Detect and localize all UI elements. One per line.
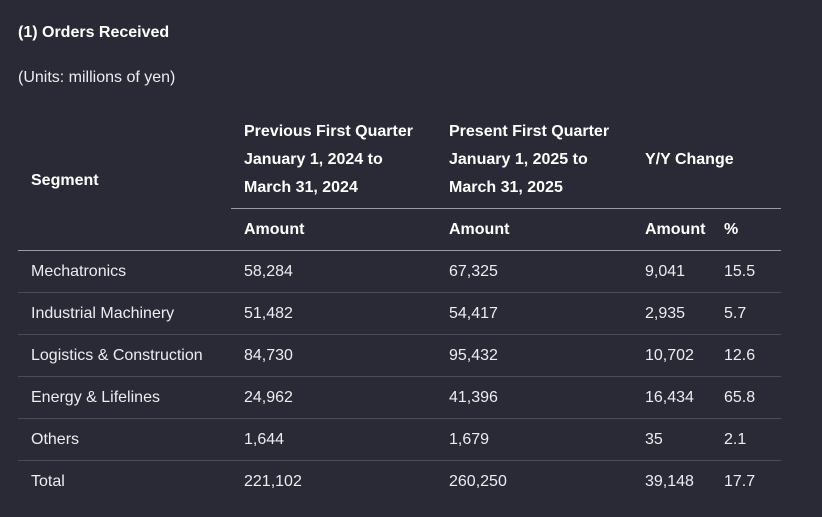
table-row: Others 1,644 1,679 35 2.1 <box>18 418 781 461</box>
table-row: Mechatronics 58,284 67,325 9,041 15.5 <box>18 250 781 293</box>
table-row: Logistics & Construction 84,730 95,432 1… <box>18 334 781 377</box>
header-row-subheaders: Amount Amount Amount % <box>18 208 781 251</box>
header-segment: Segment <box>18 112 231 251</box>
previous-amount: 1,644 <box>231 418 436 461</box>
present-amount: 67,325 <box>436 250 632 293</box>
yoy-percent: 17.7 <box>724 472 756 490</box>
yoy-amount: 2,935 <box>632 292 724 335</box>
header-present-line3: March 31, 2025 <box>449 179 563 196</box>
header-present-period: Present First Quarter January 1, 2025 to… <box>436 112 632 209</box>
subheader-yoy-percent: % <box>724 208 781 251</box>
previous-amount: 84,730 <box>231 334 436 377</box>
header-row-periods: Segment Previous First Quarter January 1… <box>18 112 781 251</box>
yoy-percent: 2.1 <box>724 418 781 461</box>
segment-name: Industrial Machinery <box>18 292 231 335</box>
segment-name: Others <box>18 418 231 461</box>
segment-name: Mechatronics <box>18 250 231 293</box>
yoy-amount: 16,434 <box>632 376 724 419</box>
header-present-line1: Present First Quarter <box>449 123 610 140</box>
header-previous-line3: March 31, 2024 <box>244 179 358 196</box>
yoy-percent: 5.7 <box>724 292 781 335</box>
table-row: Energy & Lifelines 24,962 41,396 16,434 … <box>18 376 781 419</box>
orders-table: Segment Previous First Quarter January 1… <box>18 112 781 502</box>
present-amount: 95,432 <box>436 334 632 377</box>
subheader-yoy-amount: Amount <box>632 208 724 251</box>
yoy-amount: 9,041 <box>632 250 724 293</box>
header-previous-line1: Previous First Quarter <box>244 123 413 140</box>
previous-amount: 24,962 <box>231 376 436 419</box>
header-present-line2: January 1, 2025 to <box>449 151 588 168</box>
subheader-previous-amount: Amount <box>231 208 436 251</box>
previous-amount: 221,102 <box>244 472 302 490</box>
section-title: (1) Orders Received <box>18 24 170 41</box>
yoy-amount: 10,702 <box>632 334 724 377</box>
previous-amount: 58,284 <box>231 250 436 293</box>
yoy-percent: 65.8 <box>724 376 781 419</box>
yoy-percent: 15.5 <box>724 250 781 293</box>
units-note: (Units: millions of yen) <box>18 69 176 86</box>
present-amount: 260,250 <box>449 472 507 490</box>
header-previous-line2: January 1, 2024 to <box>244 151 383 168</box>
segment-name: Logistics & Construction <box>18 334 231 377</box>
subheader-present-amount: Amount <box>436 208 632 251</box>
yoy-amount: 39,148 <box>645 472 694 490</box>
segment-name: Total <box>31 472 65 490</box>
present-amount: 41,396 <box>436 376 632 419</box>
yoy-percent: 12.6 <box>724 334 781 377</box>
header-yoy-change: Y/Y Change <box>632 112 781 209</box>
present-amount: 54,417 <box>436 292 632 335</box>
header-previous-period: Previous First Quarter January 1, 2024 t… <box>231 112 436 209</box>
table-row: Industrial Machinery 51,482 54,417 2,935… <box>18 292 781 335</box>
present-amount: 1,679 <box>436 418 632 461</box>
table-row-total: Total 221,102 260,250 39,148 17.7 <box>18 461 781 503</box>
previous-amount: 51,482 <box>231 292 436 335</box>
yoy-amount: 35 <box>632 418 724 461</box>
segment-name: Energy & Lifelines <box>18 376 231 419</box>
